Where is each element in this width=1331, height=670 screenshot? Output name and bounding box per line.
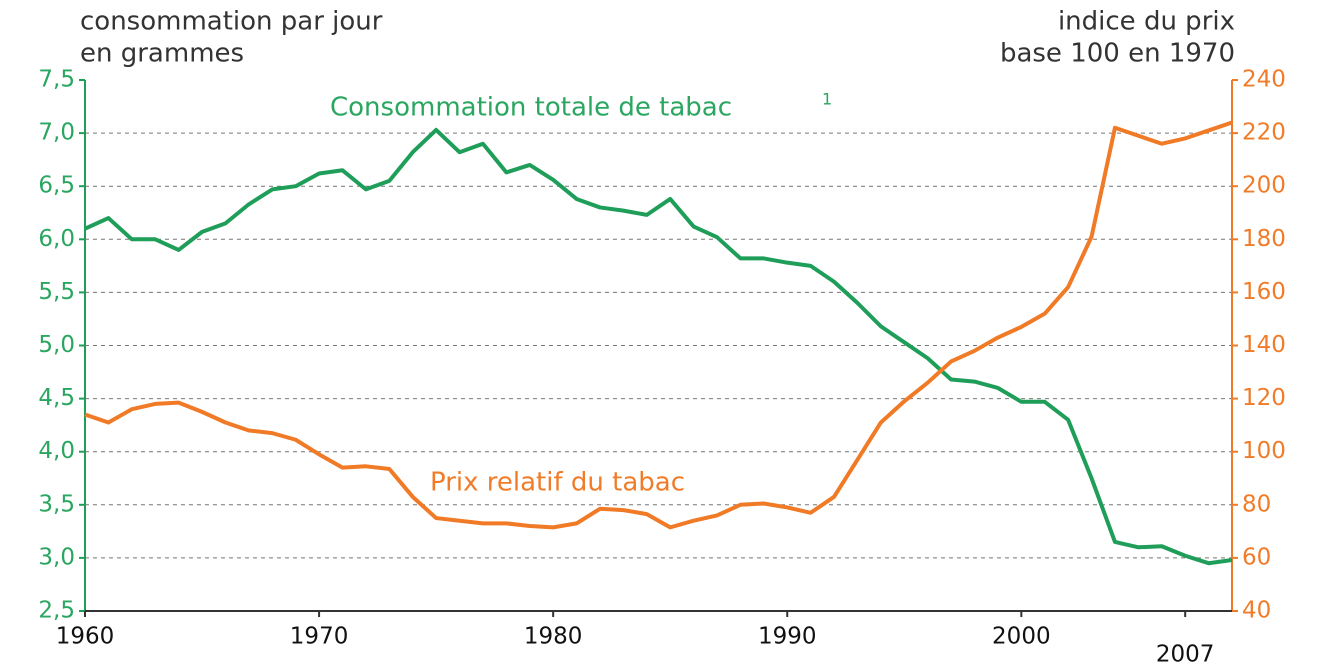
y-tick-label: 7,0 <box>38 120 75 146</box>
x-tick-label: 1980 <box>524 624 583 650</box>
y-tick-label: 3,5 <box>38 491 75 517</box>
y-tick-label: 4,0 <box>38 438 75 464</box>
y2-axis-label: indice du prix <box>1058 7 1235 37</box>
data-line <box>84 120 1233 530</box>
y2-tick-label: 120 <box>1242 385 1286 411</box>
annotation-sup: 1 <box>822 90 832 109</box>
y-tick-label: 5,0 <box>38 332 75 358</box>
x-tick-label: 1960 <box>56 624 115 650</box>
y2-tick-label: 60 <box>1242 544 1271 570</box>
y2-tick-label: 40 <box>1242 598 1271 624</box>
y-tick-label: 7,5 <box>38 67 75 93</box>
y2-tick-label: 100 <box>1242 438 1286 464</box>
y2-tick-label: 160 <box>1242 279 1286 305</box>
x-tick-label: 1970 <box>290 624 349 650</box>
y2-axis-label: base 100 en 1970 <box>1000 39 1235 69</box>
y2-tick-label: 200 <box>1242 173 1286 199</box>
annotation: Prix relatif du tabac <box>430 468 685 498</box>
y2-tick-label: 80 <box>1242 491 1271 517</box>
y2-tick-label: 140 <box>1242 332 1286 358</box>
y2-tick-label: 240 <box>1242 67 1286 93</box>
x-tick-label: 1990 <box>758 624 817 650</box>
y-tick-label: 4,5 <box>38 385 75 411</box>
y2-tick-label: 180 <box>1242 226 1286 252</box>
y-tick-label: 2,5 <box>38 598 75 624</box>
y-tick-label: 6,0 <box>38 226 75 252</box>
y2-tick-label: 220 <box>1242 120 1286 146</box>
y-axis-label: consommation par jour <box>80 7 383 37</box>
data-line <box>84 127 1233 566</box>
annotation: Consommation totale de tabac <box>330 93 732 123</box>
x-tick-label: 2007 <box>1156 642 1215 668</box>
x-tick-label: 2000 <box>992 624 1051 650</box>
y-axis-label: en grammes <box>80 39 244 69</box>
y-tick-label: 5,5 <box>38 279 75 305</box>
y-tick-label: 6,5 <box>38 173 75 199</box>
y-tick-label: 3,0 <box>38 544 75 570</box>
